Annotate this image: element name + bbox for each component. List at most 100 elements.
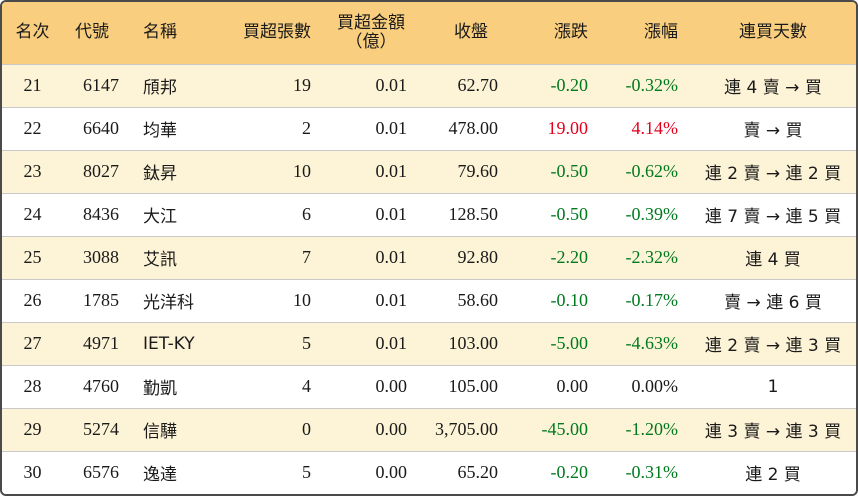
table-row: 27 4971 IET-KY 5 0.01 103.00 -5.00 -4.63% 連 2 賣 … [2, 322, 856, 365]
net-buy-amount-cell: 0.00 [375, 462, 408, 483]
change-cell: -2.20 [550, 247, 589, 267]
change-pct-cell: -0.31% [625, 462, 679, 483]
net-buy-lots-cell: 19 [293, 75, 311, 95]
net-buy-amount-cell: 0.01 [375, 161, 408, 181]
rank-cell: 26 [23, 290, 42, 310]
change-cell: 0.00 [556, 376, 589, 396]
rank-cell: 29 [23, 419, 42, 439]
change-pct-cell: -0.32% [625, 75, 679, 95]
streak-cell: 連 4 賣 → 買 [724, 78, 822, 98]
name-cell: 均華 [143, 121, 177, 141]
change-pct-cell: -2.32% [625, 247, 679, 267]
table-row: 26 1785 光洋科 10 0.01 58.60 -0.10 -0.17% 賣 → 連 6 買 [2, 279, 856, 322]
table-row: 24 8436 大江 6 0.01 128.50 -0.50 -0.39% 連 7 賣 → 連 … [2, 193, 856, 236]
header-rank: 名次 [15, 22, 50, 43]
streak-cell: 連 4 買 [745, 250, 801, 270]
net-buy-amount-cell: 0.00 [375, 419, 408, 439]
header-code: 代號 [75, 22, 109, 43]
header-streak: 連買天數 [739, 22, 807, 43]
net-buy-lots-cell: 10 [293, 290, 311, 310]
change-pct-cell: -0.39% [625, 204, 679, 224]
code-cell: 8436 [83, 204, 119, 224]
streak-cell: 連 7 賣 → 連 5 買 [704, 207, 842, 227]
rank-cell: 25 [23, 247, 42, 267]
net-buy-lots-cell: 6 [302, 204, 311, 224]
name-cell: 勤凱 [143, 379, 177, 399]
net-buy-lots-cell: 0 [302, 419, 311, 439]
name-cell: IET-KY [143, 333, 195, 354]
code-cell: 4971 [83, 333, 119, 353]
header-change: 漲跌 [554, 22, 588, 43]
change-cell: -45.00 [541, 419, 589, 439]
rank-cell: 22 [23, 118, 42, 138]
header-net-buy-lots: 買超張數 [243, 22, 311, 43]
table-row: 21 6147 頎邦 19 0.01 62.70 -0.20 -0.32% 連 4 賣 → 買 [2, 64, 856, 107]
name-cell: 信驊 [143, 422, 177, 442]
header-net-buy-amount-line2: （億） [345, 31, 397, 52]
close-cell: 58.60 [457, 290, 499, 310]
code-cell: 4760 [83, 376, 119, 396]
change-cell: 19.00 [547, 118, 589, 138]
change-cell: -0.10 [550, 290, 589, 310]
code-cell: 8027 [83, 161, 119, 181]
close-cell: 3,705.00 [435, 419, 498, 439]
rank-cell: 28 [23, 376, 42, 396]
rank-cell: 30 [23, 462, 42, 483]
header-name: 名稱 [143, 22, 177, 43]
close-cell: 105.00 [448, 376, 499, 396]
change-cell: -0.20 [550, 75, 589, 95]
header-close: 收盤 [454, 22, 488, 43]
close-cell: 103.00 [448, 333, 499, 353]
net-buy-amount-cell: 0.01 [375, 333, 408, 353]
table-row: 29 5274 信驊 0 0.00 3,705.00 -45.00 -1.20% 連 3 賣 →… [2, 408, 856, 451]
name-cell: 光洋科 [143, 293, 194, 313]
close-cell: 65.20 [457, 462, 499, 483]
change-pct-cell: 0.00% [631, 376, 679, 396]
net-buy-amount-cell: 0.00 [375, 376, 408, 396]
net-buy-amount-cell: 0.01 [375, 290, 408, 310]
rank-cell: 23 [23, 161, 42, 181]
name-cell: 大江 [143, 207, 177, 227]
change-pct-cell: -0.17% [625, 290, 679, 310]
header-change-pct: 漲幅 [644, 22, 678, 43]
table-row: 22 6640 均華 2 0.01 478.00 19.00 4.14% 賣 → 買 [2, 107, 856, 150]
streak-cell: 連 2 賣 → 連 3 買 [704, 336, 842, 356]
streak-cell: 連 2 賣 → 連 2 買 [704, 164, 842, 184]
change-pct-cell: -0.62% [625, 161, 679, 181]
net-buy-amount-cell: 0.01 [375, 204, 408, 224]
table-row: 23 8027 鈦昇 10 0.01 79.60 -0.50 -0.62% 連 2 賣 → 連 … [2, 150, 856, 193]
streak-cell: 連 2 買 [745, 465, 801, 486]
change-pct-cell: -4.63% [625, 333, 679, 353]
streak-cell: 賣 → 連 6 買 [724, 293, 822, 313]
header-net-buy-amount-line1: 買超金額 [337, 12, 405, 33]
name-cell: 頎邦 [143, 78, 177, 98]
close-cell: 92.80 [457, 247, 499, 267]
net-buy-amount-cell: 0.01 [375, 247, 408, 267]
code-cell: 5274 [83, 419, 119, 439]
change-pct-cell: -1.20% [625, 419, 679, 439]
net-buy-amount-cell: 0.01 [375, 75, 408, 95]
change-cell: -0.50 [550, 161, 589, 181]
streak-cell: 賣 → 買 [743, 121, 803, 141]
close-cell: 79.60 [457, 161, 499, 181]
table-row: 30 6576 逸達 5 0.00 65.20 -0.20 -0.31% 連 2 買 [2, 451, 856, 494]
net-buy-lots-cell: 5 [302, 462, 311, 483]
header-net-buy-amount: 買超金額 （億） [323, 2, 419, 64]
net-buy-lots-cell: 10 [293, 161, 311, 181]
close-cell: 478.00 [448, 118, 499, 138]
code-cell: 6147 [83, 75, 119, 95]
net-buy-lots-cell: 4 [302, 376, 311, 396]
change-cell: -0.20 [550, 462, 589, 483]
change-pct-cell: 4.14% [631, 118, 679, 138]
streak-cell: 連 3 賣 → 連 3 買 [704, 422, 842, 442]
change-cell: -5.00 [550, 333, 589, 353]
table-row: 25 3088 艾訊 7 0.01 92.80 -2.20 -2.32% 連 4 買 [2, 236, 856, 279]
code-cell: 3088 [83, 247, 119, 267]
code-cell: 1785 [83, 290, 119, 310]
code-cell: 6576 [83, 462, 119, 483]
close-cell: 62.70 [457, 75, 499, 95]
net-buy-amount-cell: 0.01 [375, 118, 408, 138]
close-cell: 128.50 [448, 204, 499, 224]
